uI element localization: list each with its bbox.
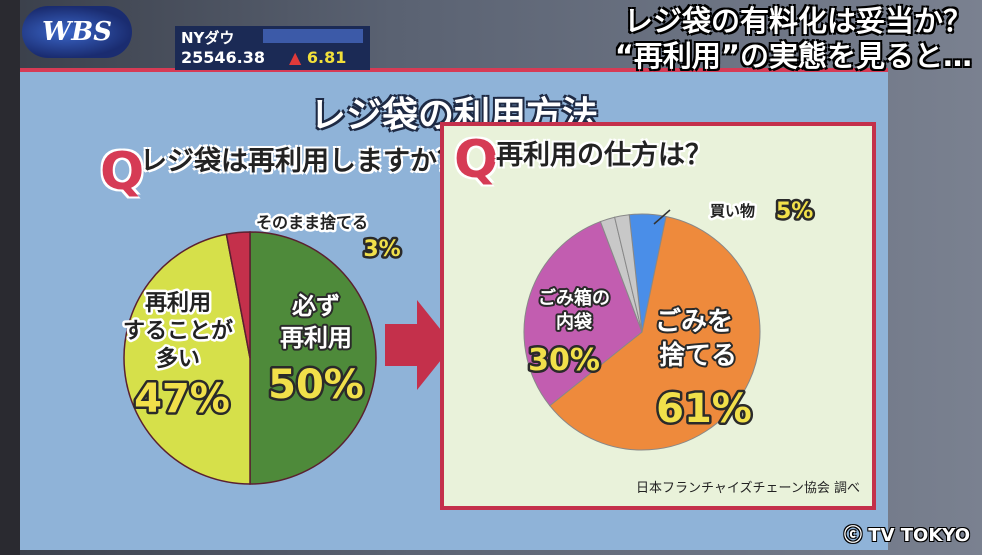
q-right-text: 再利用の仕方は？ — [496, 140, 712, 171]
q-mark-left: Q — [100, 142, 145, 202]
slice-label-2: そのまま捨てる — [256, 213, 368, 232]
ticker-change-value: 6.81 — [306, 48, 347, 67]
slice-label-2a: ごみ箱の — [538, 287, 610, 309]
right-arrow-icon — [385, 300, 453, 390]
board-top-stripe — [20, 68, 888, 73]
ticker-change: ▲ 6.81 — [289, 48, 346, 67]
slice-label-1a: ごみを — [655, 306, 733, 337]
up-arrow-icon: ▲ — [289, 48, 302, 67]
pie-slice-2 — [523, 220, 643, 407]
headline-line-2: “再利用”の実態を見ると… — [614, 39, 972, 74]
news-headline: レジ袋の有料化は妥当か？ “再利用”の実態を見ると… — [615, 4, 972, 75]
slice-value-0: 5% — [776, 199, 813, 224]
slice-label-0a: 必ず — [292, 292, 340, 320]
wbs-logo: WBS — [22, 6, 132, 58]
presenter-edge — [0, 0, 20, 555]
slice-label-1b: 捨てる — [659, 340, 737, 371]
leader-line — [653, 209, 671, 225]
q-left-text: レジ袋は再利用しますか？ — [140, 146, 464, 177]
pie-slice-1 — [123, 233, 251, 485]
info-board: レジ袋の利用方法 Q レジ袋は再利用しますか？ 必ず 再利用 50% 再利用 することが… — [20, 72, 888, 550]
copyright-mark: ⓒ TV TOKYO — [844, 525, 970, 546]
slice-label-0: 買い物 — [710, 202, 755, 220]
pie-slice-4 — [614, 214, 643, 333]
slice-label-2b: 内袋 — [556, 311, 593, 333]
reuse-method-panel: Q 再利用の仕方は？ 買い物 5% ごみを 捨てる 61% ごみ箱の 内袋 30% 日本フラン… — [440, 122, 876, 510]
stock-ticker: NYダウ 25546.38 ▲ 6.81 — [175, 26, 370, 70]
slice-label-1c: 多い — [156, 346, 200, 372]
slice-value-2: 30% — [528, 343, 600, 378]
slice-label-1b: することが — [123, 318, 233, 344]
slice-value-0: 50% — [268, 362, 364, 408]
slice-value-1: 61% — [656, 386, 752, 432]
pie-slice-2 — [225, 231, 251, 359]
ticker-tag — [263, 29, 363, 43]
slice-value-2: 3% — [363, 237, 400, 262]
ticker-name: NYダウ — [181, 29, 235, 47]
slice-label-0b: 再利用 — [280, 324, 352, 352]
slice-value-1: 47% — [134, 376, 230, 422]
pie-slice-0 — [249, 231, 377, 485]
slice-label-1a: 再利用 — [145, 291, 211, 316]
headline-line-1: レジ袋の有料化は妥当か？ — [623, 4, 972, 38]
ticker-value: 25546.38 — [181, 48, 266, 67]
q-mark-right: Q — [454, 130, 499, 190]
pie-slice-1 — [549, 215, 761, 451]
source-note: 日本フランチャイズチェーン協会 調べ — [636, 481, 860, 496]
